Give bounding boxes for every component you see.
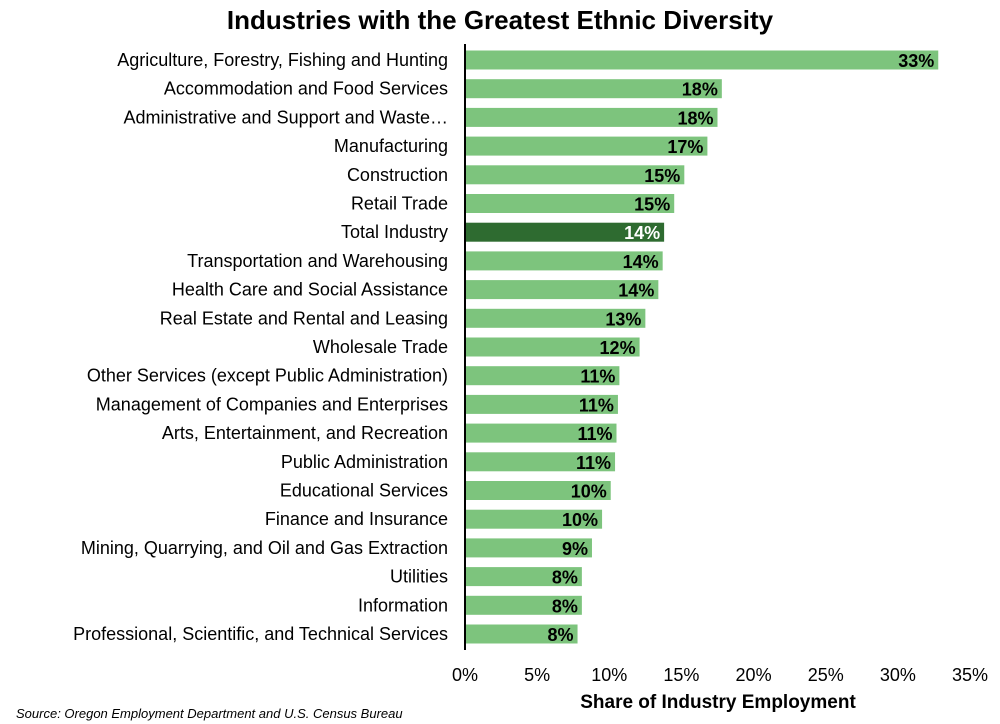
bar-utilities (466, 567, 582, 587)
data-label-agriculture-forestry-fishing-and-hunting: 33% (898, 51, 934, 71)
category-label-other-services-except-public-administration: Other Services (except Public Administra… (87, 366, 448, 386)
x-axis-title: Share of Industry Employment (580, 692, 856, 713)
data-label-health-care-and-social-assistance: 14% (618, 281, 654, 301)
bar-public-administration (466, 452, 616, 472)
data-label-finance-and-insurance: 10% (562, 510, 598, 530)
x-tick-label-5: 25% (808, 665, 844, 685)
data-label-mining-quarrying-and-oil-and-gas-extraction: 9% (562, 539, 588, 559)
x-tick-label-1: 5% (524, 665, 550, 685)
category-label-health-care-and-social-assistance: Health Care and Social Assistance (172, 280, 448, 300)
category-label-agriculture-forestry-fishing-and-hunting: Agriculture, Forestry, Fishing and Hunti… (117, 50, 448, 70)
bar-management-of-companies-and-enterprises (466, 394, 618, 414)
bar-agriculture-forestry-fishing-and-hunting (466, 50, 939, 70)
category-label-public-administration: Public Administration (281, 452, 448, 472)
x-tick-label-2: 10% (591, 665, 627, 685)
bar-transportation-and-warehousing (466, 251, 663, 271)
bar-information (466, 595, 582, 615)
category-label-educational-services: Educational Services (280, 481, 448, 501)
category-label-real-estate-and-rental-and-leasing: Real Estate and Rental and Leasing (160, 308, 448, 328)
data-label-wholesale-trade: 12% (600, 338, 636, 358)
bar-health-care-and-social-assistance (466, 280, 659, 300)
data-label-total-industry: 14% (624, 223, 660, 243)
data-label-manufacturing: 17% (667, 137, 703, 157)
category-label-transportation-and-warehousing: Transportation and Warehousing (187, 251, 448, 271)
data-label-arts-entertainment-and-recreation: 11% (577, 424, 612, 444)
bar-accommodation-and-food-services (466, 79, 722, 99)
category-label-utilities: Utilities (390, 567, 448, 587)
category-label-construction: Construction (347, 165, 448, 185)
x-tick-label-4: 20% (736, 665, 772, 685)
bar-other-services-except-public-administration (466, 366, 620, 386)
category-label-administrative-and-support-and-waste: Administrative and Support and Waste… (124, 107, 449, 127)
category-label-manufacturing: Manufacturing (334, 136, 448, 156)
category-label-accommodation-and-food-services: Accommodation and Food Services (164, 79, 448, 99)
category-label-finance-and-insurance: Finance and Insurance (265, 509, 448, 529)
data-label-information: 8% (552, 596, 578, 616)
category-label-retail-trade: Retail Trade (351, 194, 448, 214)
category-label-information: Information (358, 595, 448, 615)
category-label-total-industry: Total Industry (341, 222, 448, 242)
category-label-mining-quarrying-and-oil-and-gas-extraction: Mining, Quarrying, and Oil and Gas Extra… (81, 538, 448, 558)
x-tick-label-7: 35% (952, 665, 988, 685)
category-label-management-of-companies-and-enterprises: Management of Companies and Enterprises (96, 394, 448, 414)
chart-title: Industries with the Greatest Ethnic Dive… (226, 5, 774, 35)
category-label-arts-entertainment-and-recreation: Arts, Entertainment, and Recreation (162, 423, 448, 443)
data-label-management-of-companies-and-enterprises: 11% (579, 395, 614, 415)
category-label-wholesale-trade: Wholesale Trade (313, 337, 448, 357)
source-note: Source: Oregon Employment Department and… (16, 706, 403, 721)
x-tick-label-0: 0% (452, 665, 478, 685)
data-label-retail-trade: 15% (634, 195, 670, 215)
category-label-professional-scientific-and-technical-services: Professional, Scientific, and Technical … (73, 624, 448, 644)
bar-educational-services (466, 481, 611, 500)
bar-finance-and-insurance (466, 509, 603, 529)
x-tick-label-6: 30% (880, 665, 916, 685)
bars-layer: 33% 18% 18% 17% 15% 15% 14% 14% 14% 13% 12% 11% 11% 1… (466, 50, 939, 645)
data-label-public-administration: 11% (576, 453, 611, 473)
bar-arts-entertainment-and-recreation (466, 423, 617, 443)
bar-mining-quarrying-and-oil-and-gas-extraction (466, 538, 592, 558)
data-label-accommodation-and-food-services: 18% (682, 80, 718, 100)
bar-professional-scientific-and-technical-services (466, 624, 578, 644)
data-label-professional-scientific-and-technical-services: 8% (548, 625, 574, 645)
bar-manufacturing (466, 136, 708, 156)
data-label-transportation-and-warehousing: 14% (623, 252, 659, 272)
bar-administrative-and-support-and-waste (466, 107, 718, 127)
bar-real-estate-and-rental-and-leasing (466, 308, 646, 328)
data-label-educational-services: 10% (571, 482, 607, 502)
data-label-other-services-except-public-administration: 11% (580, 367, 615, 387)
bar-construction (466, 165, 685, 185)
bar-retail-trade (466, 194, 675, 213)
data-label-construction: 15% (644, 166, 680, 186)
bar-total-industry (466, 222, 665, 242)
data-label-real-estate-and-rental-and-leasing: 13% (605, 309, 641, 329)
x-tick-labels: 0% 5% 10% 15% 20% 25% 30% 35% (452, 665, 988, 685)
bar-wholesale-trade (466, 337, 640, 357)
category-labels: Agriculture, Forestry, Fishing and Hunti… (73, 50, 448, 644)
x-tick-label-3: 15% (663, 665, 699, 685)
data-label-administrative-and-support-and-waste: 18% (677, 108, 713, 128)
data-label-utilities: 8% (552, 568, 578, 588)
